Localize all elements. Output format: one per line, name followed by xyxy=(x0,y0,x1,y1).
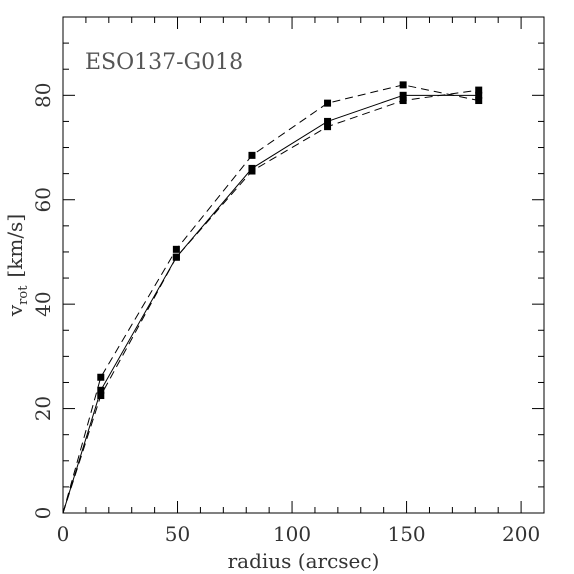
x-tick-label: 200 xyxy=(502,522,540,546)
series-2-point xyxy=(475,97,483,105)
series-1-point xyxy=(475,91,483,99)
series-2-point xyxy=(399,81,407,89)
chart-title: ESO137-G018 xyxy=(85,50,243,75)
series-2-point xyxy=(324,99,332,107)
series-3-point xyxy=(399,97,407,105)
y-axis-symbol: v xyxy=(3,304,27,317)
series-1-point xyxy=(399,91,407,99)
y-tick-label: 40 xyxy=(31,291,55,316)
x-tick-label: 100 xyxy=(273,522,311,546)
marker-layer xyxy=(97,81,483,400)
series-3-point xyxy=(324,123,332,131)
series-2-point xyxy=(248,151,256,159)
y-axis-subscript: rot xyxy=(16,285,31,305)
x-axis-title: radius (arcsec) xyxy=(228,549,380,573)
x-tick-label: 50 xyxy=(165,522,190,546)
series-3-point xyxy=(475,86,483,94)
y-tick-label: 0 xyxy=(31,507,55,520)
y-tick-label: 80 xyxy=(31,83,55,108)
series-layer xyxy=(62,84,479,514)
plot-frame xyxy=(62,16,545,514)
series-3-point xyxy=(172,253,180,261)
series-3-point xyxy=(248,167,256,175)
x-tick-label: 150 xyxy=(387,522,425,546)
y-tick-label: 20 xyxy=(31,396,55,421)
series-1-line xyxy=(62,94,479,514)
series-3-line xyxy=(62,89,479,514)
x-tick-label: 0 xyxy=(57,522,70,546)
ticks-layer: 0 50 100 150 200 0 20 40 60 80 xyxy=(31,16,545,546)
series-2-line xyxy=(62,84,479,514)
series-3-point xyxy=(97,392,105,400)
series-1-point xyxy=(324,117,332,125)
y-tick-label: 60 xyxy=(31,187,55,212)
series-2-point xyxy=(172,245,180,253)
series-1-point xyxy=(97,386,105,394)
series-2-point xyxy=(97,373,105,381)
y-axis-unit: [km/s] xyxy=(3,214,27,278)
y-axis-title: vrot [km/s] xyxy=(3,214,31,317)
